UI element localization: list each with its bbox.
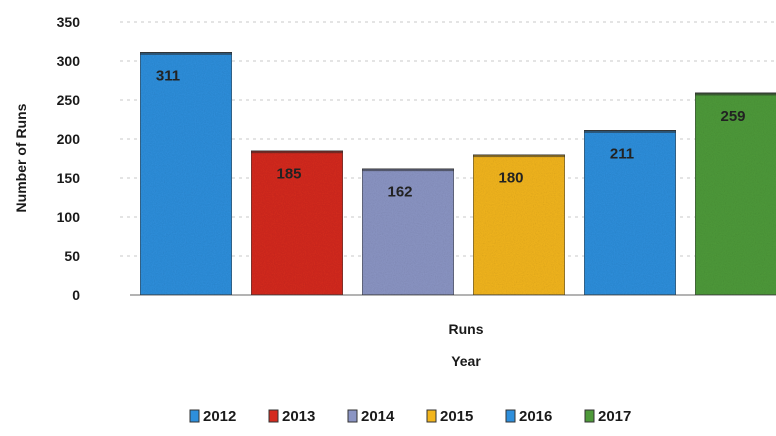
y-tick-label: 50: [64, 248, 80, 264]
legend-swatch-2015: [426, 409, 437, 423]
y-axis-ticks: 0 50 100 150 200 250 300 350: [57, 14, 81, 303]
bar-top-edge: [140, 52, 232, 55]
y-tick-label: 100: [57, 209, 81, 225]
legend-label-2017: 2017: [598, 408, 631, 425]
bar-2017: [694, 92, 776, 296]
bar-top-edge: [362, 168, 454, 172]
bar-top-edge: [584, 130, 676, 133]
y-tick-label: 150: [57, 170, 81, 186]
y-tick-label: 300: [57, 53, 81, 69]
bar-top-edge: [695, 92, 776, 96]
legend-label-2013: 2013: [282, 408, 315, 425]
bar-2015: [472, 154, 566, 296]
bar-2014: [361, 168, 455, 296]
legend-swatch-2017: [584, 409, 595, 423]
bars: [139, 51, 776, 296]
legend: 2012 2013 2014 2015 2016 2017: [189, 408, 631, 425]
legend-swatch-2012: [189, 409, 200, 423]
legend-swatch-2016: [505, 409, 516, 423]
legend-label-2016: 2016: [519, 408, 552, 425]
data-label-2014: 162: [387, 184, 412, 201]
legend-label-2012: 2012: [203, 408, 236, 425]
bar-2012: [139, 51, 233, 296]
legend-label-2014: 2014: [361, 408, 395, 425]
data-labels: 311 185 162 180 211 259: [156, 67, 746, 200]
legend-label-2015: 2015: [440, 408, 473, 425]
data-label-2017: 259: [720, 108, 745, 125]
x-axis-title: Runs: [449, 321, 484, 337]
y-axis-title: Number of Runs: [13, 103, 29, 212]
y-tick-label: 250: [57, 92, 81, 108]
bar-2013: [250, 150, 344, 296]
x-axis-subtitle: Year: [451, 353, 481, 369]
data-label-2015: 180: [498, 170, 523, 187]
data-label-2012: 311: [156, 67, 180, 84]
y-tick-label: 0: [72, 287, 80, 303]
data-label-2016: 211: [610, 145, 634, 162]
legend-swatch-2013: [268, 409, 279, 423]
legend-swatch-2014: [347, 409, 358, 423]
bar-2016: [583, 129, 677, 296]
bar-top-edge: [251, 150, 343, 154]
y-tick-label: 200: [57, 131, 81, 147]
data-label-2013: 185: [276, 166, 301, 183]
bar-top-edge: [473, 154, 565, 158]
y-tick-label: 350: [57, 14, 81, 30]
